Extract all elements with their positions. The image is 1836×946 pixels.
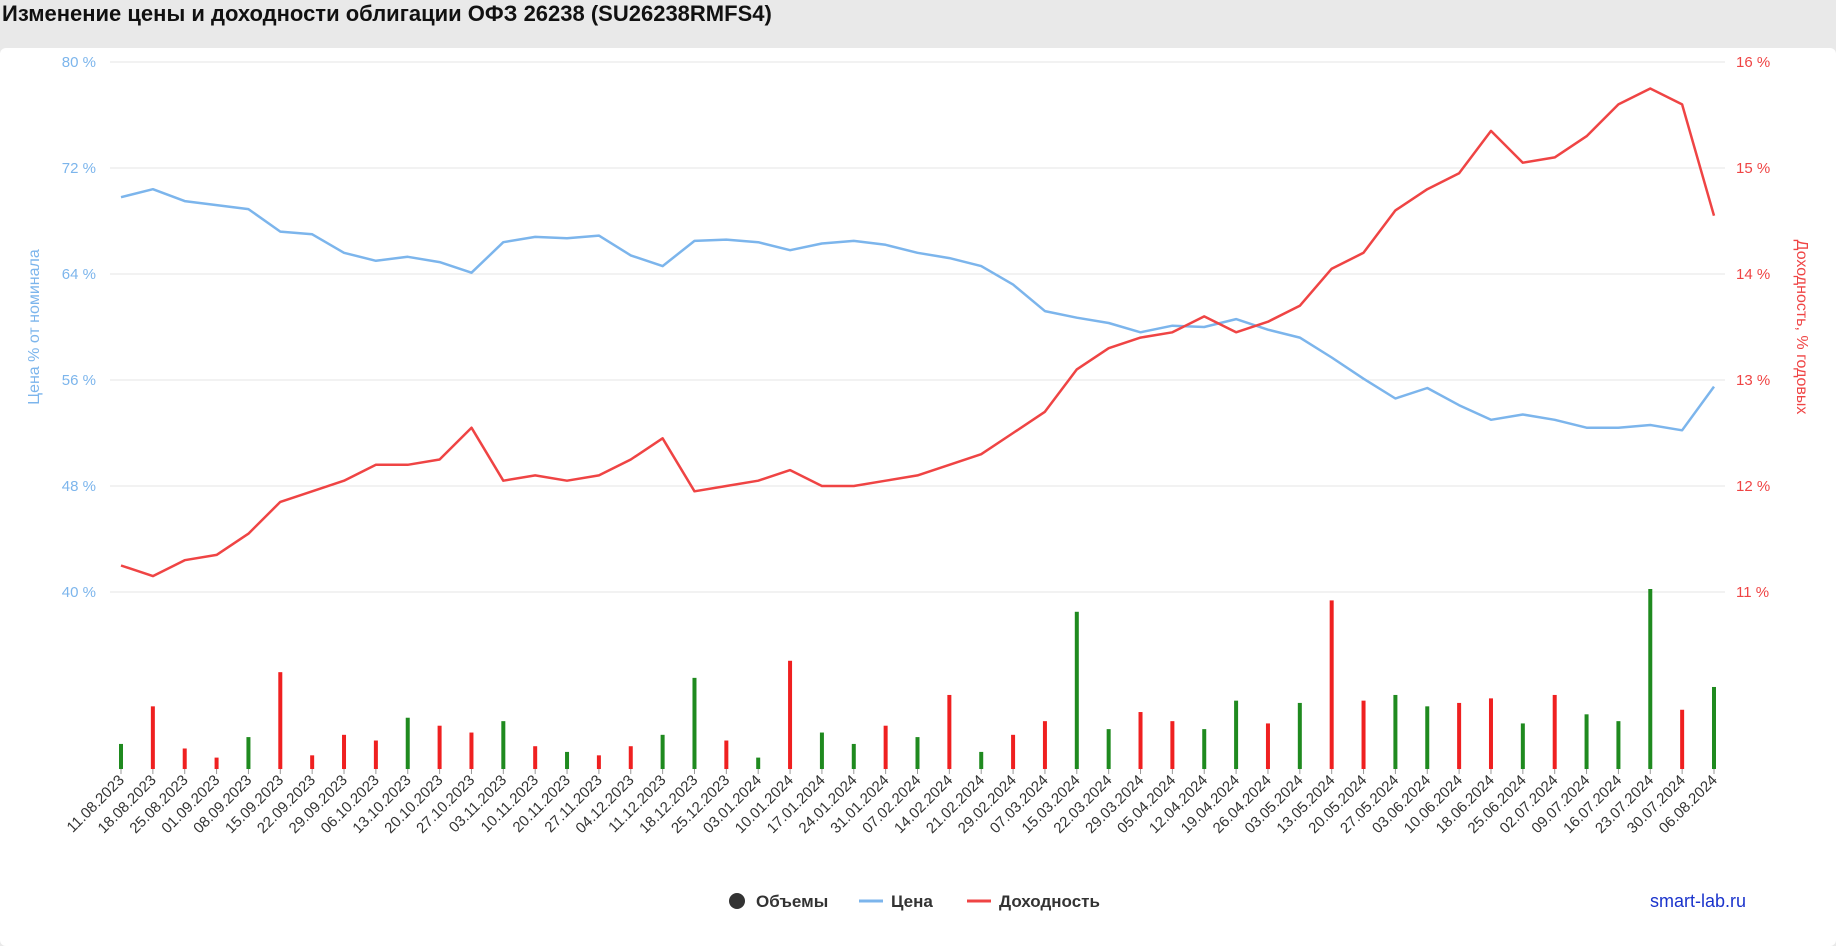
y-left-tick-label: 80 %	[62, 54, 96, 71]
volume-bar	[310, 755, 315, 769]
y-left-axis-label: Цена % от номинала	[26, 249, 43, 405]
volume-bar	[565, 751, 570, 769]
volume-bar	[756, 757, 761, 769]
volume-bar	[1488, 698, 1493, 769]
volume-bar	[1648, 589, 1653, 769]
volume-bar	[628, 746, 633, 769]
y-right-tick-label: 16 %	[1736, 54, 1770, 71]
y-right-tick-label: 13 %	[1736, 372, 1770, 389]
volume-bar	[1584, 714, 1589, 769]
chart-card	[0, 48, 1836, 946]
page-title: Изменение цены и доходности облигации ОФ…	[2, 1, 772, 26]
volume-bar	[246, 737, 251, 769]
volume-bar	[150, 706, 155, 769]
volume-bar	[596, 755, 601, 769]
volume-bar	[1138, 712, 1143, 769]
volume-bar	[1680, 709, 1685, 769]
y-right-tick-label: 14 %	[1736, 266, 1770, 283]
volume-bar	[1042, 721, 1047, 769]
y-right-axis-label: Доходность, % годовых	[1793, 240, 1810, 415]
volume-bar	[1297, 702, 1302, 769]
volume-bar	[278, 672, 283, 769]
volume-bar	[1202, 729, 1207, 769]
y-left-tick-label: 72 %	[62, 160, 96, 177]
volume-bar	[342, 734, 347, 769]
y-left-tick-label: 40 %	[62, 584, 96, 601]
volume-bar	[660, 734, 665, 769]
volume-bar	[1425, 706, 1430, 769]
volume-bar	[1361, 700, 1366, 769]
volume-bar	[1170, 721, 1175, 769]
y-left-tick-label: 56 %	[62, 372, 96, 389]
y-left-tick-label: 64 %	[62, 266, 96, 283]
legend-item-price: Цена	[891, 892, 933, 911]
volume-bar	[1393, 694, 1398, 769]
volume-bar	[851, 743, 856, 769]
volume-bar	[883, 725, 888, 769]
volume-bar	[1616, 721, 1621, 769]
volume-bar	[947, 694, 952, 769]
volume-bar	[214, 757, 219, 769]
volume-bar	[1074, 611, 1079, 769]
y-right-tick-label: 12 %	[1736, 478, 1770, 495]
volume-bar	[1265, 723, 1270, 769]
volume-bar	[1552, 694, 1557, 769]
y-right-tick-label: 15 %	[1736, 160, 1770, 177]
volume-bar	[724, 740, 729, 769]
volume-bar	[1520, 723, 1525, 769]
volume-bar	[915, 737, 920, 769]
yield-line	[120, 87, 1716, 578]
y-right-tick-label: 11 %	[1736, 584, 1769, 601]
volume-bar	[1329, 600, 1334, 769]
volume-bar	[182, 748, 187, 769]
y-left-tick-label: 48 %	[62, 478, 96, 495]
volume-bar	[788, 660, 793, 769]
price-line	[120, 187, 1716, 432]
volume-bar	[405, 717, 410, 769]
volume-bar	[373, 740, 378, 769]
volume-bar	[119, 743, 123, 769]
volume-bar	[437, 725, 442, 769]
volume-bar	[1011, 734, 1016, 769]
watermark: smart-lab.ru	[1650, 891, 1746, 911]
volume-bar	[819, 732, 824, 769]
volume-bar	[533, 746, 538, 769]
volume-bar	[469, 732, 474, 769]
volume-bar	[1457, 702, 1462, 769]
legend-item-yield: Доходность	[999, 892, 1100, 911]
volume-bar	[979, 751, 984, 769]
volume-bar	[1712, 686, 1716, 769]
legend-dot-icon	[729, 893, 745, 909]
legend-item-volumes: Объемы	[756, 892, 828, 911]
volume-bar	[1106, 729, 1111, 769]
volume-bar	[1234, 700, 1239, 769]
volume-bar	[692, 677, 697, 769]
volume-bar	[501, 721, 506, 769]
